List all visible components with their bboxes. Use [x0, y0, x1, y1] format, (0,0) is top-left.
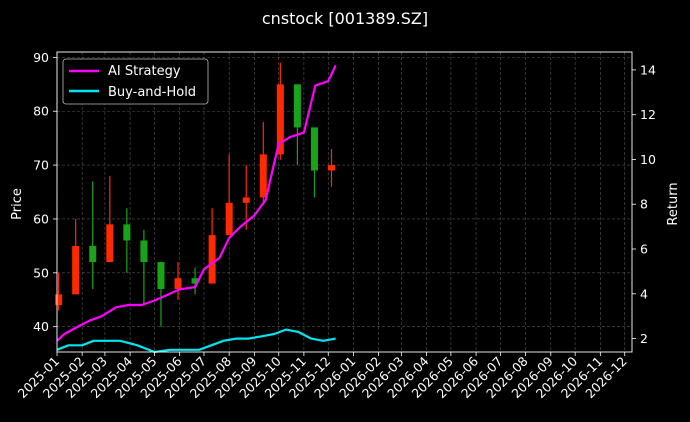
- y-right-tick-label: 12: [640, 107, 656, 122]
- y-right-tick-label: 10: [640, 152, 656, 167]
- candle-body: [191, 278, 199, 284]
- candle-body: [72, 245, 80, 295]
- candle-body: [55, 294, 63, 306]
- legend: AI Strategy Buy-and-Hold: [62, 58, 209, 105]
- candle-body: [157, 262, 165, 289]
- chart-title: cnstock [001389.SZ]: [262, 9, 428, 28]
- legend-label-buy-and-hold: Buy-and-Hold: [108, 85, 196, 100]
- candle-body: [208, 235, 216, 284]
- series-line-ai-strategy: [56, 64, 337, 342]
- y-axis-left-label: Price: [10, 188, 25, 220]
- candle-body: [310, 127, 318, 171]
- candle-body: [259, 154, 267, 198]
- y-right-tick-label: 8: [640, 197, 648, 212]
- price-candles: [55, 62, 336, 327]
- y-right-tick-label: 4: [640, 286, 648, 301]
- y-left-tick-label: 50: [33, 265, 49, 280]
- y-left-tick-label: 60: [33, 211, 49, 226]
- candle-body: [123, 224, 131, 241]
- legend-box: [62, 58, 209, 105]
- candle-body: [293, 84, 301, 128]
- return-lines: [56, 64, 337, 354]
- y-left-tick-label: 90: [33, 50, 49, 65]
- y-left-tick-label: 70: [33, 158, 49, 173]
- candle-body: [276, 84, 284, 155]
- candle-body: [174, 278, 182, 289]
- candle-body: [89, 245, 97, 263]
- y-axis-right-label: Return: [666, 182, 681, 225]
- candle-body: [225, 202, 233, 236]
- axes: [53, 51, 636, 356]
- series-line-buy-and-hold: [56, 328, 336, 354]
- y-right-tick-label: 6: [640, 242, 648, 257]
- candle-body: [328, 165, 336, 171]
- y-left-tick-label: 80: [33, 104, 49, 119]
- candle-body: [140, 240, 148, 263]
- candle-body: [242, 197, 250, 203]
- y-left-tick-label: 40: [33, 319, 49, 334]
- y-right-tick-label: 14: [640, 62, 656, 77]
- y-right-tick-label: 2: [640, 331, 648, 346]
- candle-body: [106, 224, 114, 263]
- legend-label-ai-strategy: AI Strategy: [108, 64, 181, 79]
- plot-frame: [56, 51, 633, 353]
